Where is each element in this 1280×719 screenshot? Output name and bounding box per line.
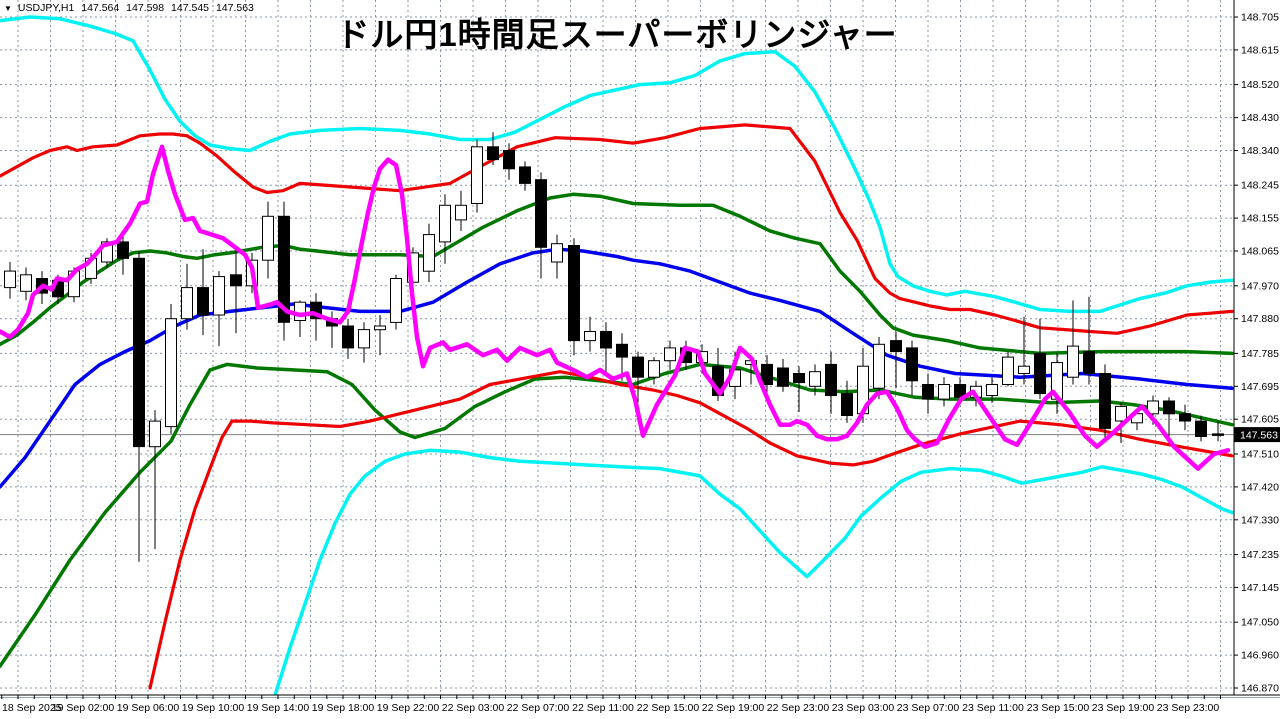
price-tick-label: 147.145 — [1241, 582, 1279, 594]
price-tick-label: 148.520 — [1241, 79, 1279, 91]
price-tick-label: 148.340 — [1241, 145, 1279, 157]
price-tick-label: 147.695 — [1241, 381, 1279, 393]
sigma2-lower-red — [148, 370, 1234, 690]
time-tick-label: 23 Sep 07:00 — [897, 702, 960, 714]
time-tick-label: 23 Sep 23:00 — [1157, 702, 1220, 714]
price-tick-label: 146.870 — [1241, 683, 1279, 695]
symbol-info-bar: ▼ USDJPY,H1 147.564 147.598 147.545 147.5… — [4, 2, 258, 14]
time-tick-label: 19 Sep 14:00 — [247, 702, 310, 714]
price-tick-label: 147.785 — [1241, 348, 1279, 360]
bar-open-value: 147.564 — [81, 2, 120, 14]
time-tick-label: 22 Sep 03:00 — [442, 702, 505, 714]
time-tick-label: 19 Sep 10:00 — [182, 702, 245, 714]
sigma2-upper-red — [0, 123, 1234, 335]
time-tick-label: 19 Sep 18:00 — [312, 702, 375, 714]
price-axis[interactable]: 148.705 148.615 148.520 148.430 148.340 148.2… — [1234, 12, 1279, 695]
time-tick-label: 22 Sep 23:00 — [767, 702, 830, 714]
current-price-marker: 147.563 — [1234, 427, 1280, 443]
price-tick-label: 147.050 — [1241, 617, 1279, 629]
bar-high-value: 147.598 — [126, 2, 165, 14]
price-tick-label: 147.235 — [1241, 549, 1279, 561]
price-tick-label: 148.155 — [1241, 213, 1279, 225]
time-tick-label: 18 Sep 2025 — [2, 702, 62, 714]
price-tick-label: 147.880 — [1241, 313, 1279, 325]
lagging-span-magenta — [0, 144, 1231, 471]
price-tick-label: 148.245 — [1241, 180, 1279, 192]
bar-low-value: 147.545 — [171, 2, 210, 14]
time-tick-label: 23 Sep 15:00 — [1027, 702, 1090, 714]
svg-text:147.563: 147.563 — [1240, 429, 1278, 441]
price-tick-label: 146.960 — [1241, 650, 1279, 662]
price-tick-label: 147.970 — [1241, 280, 1279, 292]
bar-close-value: 147.563 — [215, 2, 254, 14]
time-tick-label: 22 Sep 19:00 — [702, 702, 765, 714]
candlesticks — [4, 132, 1224, 562]
time-tick-label: 22 Sep 11:00 — [572, 702, 634, 714]
price-tick-label: 147.605 — [1241, 414, 1279, 426]
time-tick-label: 23 Sep 19:00 — [1092, 702, 1155, 714]
price-tick-label: 148.430 — [1241, 112, 1279, 124]
time-tick-label: 19 Sep 02:00 — [52, 702, 115, 714]
price-tick-label: 147.510 — [1241, 449, 1279, 461]
price-tick-label: 148.615 — [1241, 44, 1279, 56]
bollinger-bands — [0, 15, 1234, 695]
time-tick-label: 23 Sep 11:00 — [962, 702, 1024, 714]
span-lower-cyan — [273, 448, 1234, 695]
time-tick-label: 23 Sep 03:00 — [832, 702, 895, 714]
price-tick-label: 148.065 — [1241, 246, 1279, 258]
price-tick-label: 147.330 — [1241, 514, 1279, 526]
time-tick-label: 19 Sep 22:00 — [377, 702, 440, 714]
price-tick-label: 148.705 — [1241, 12, 1279, 24]
chart-title: ドル円1時間足スーパーボリンジャー — [336, 16, 898, 53]
time-tick-label: 19 Sep 06:00 — [117, 702, 180, 714]
price-tick-label: 147.420 — [1241, 481, 1279, 493]
time-tick-label: 22 Sep 07:00 — [507, 702, 570, 714]
lagging-span-layer — [0, 144, 1231, 471]
sigma1-lower-green — [0, 362, 1234, 668]
symbol-dropdown-icon[interactable]: ▼ — [4, 4, 12, 13]
span-upper-cyan — [0, 15, 1234, 314]
time-tick-label: 22 Sep 15:00 — [637, 702, 700, 714]
symbol-name: USDJPY,H1 — [17, 2, 75, 14]
